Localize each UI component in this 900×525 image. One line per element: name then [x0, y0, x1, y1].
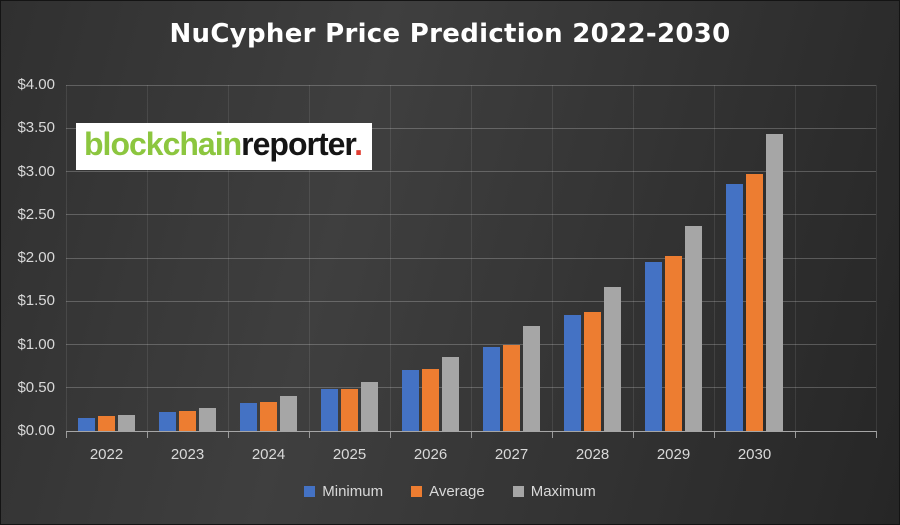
maximum-bar-2028	[604, 287, 621, 431]
y-tick-label: $3.00	[17, 162, 55, 180]
minimum-bar-2026	[402, 369, 419, 431]
legend-swatch-average	[411, 486, 423, 497]
x-axis-label: 2030	[737, 446, 772, 463]
logo-dot: .	[354, 126, 363, 162]
gridline-h	[66, 127, 876, 129]
maximum-bar-2026	[442, 357, 459, 431]
legend-item-maximum: Maximum	[512, 483, 596, 500]
y-tick-label: $2.00	[17, 249, 55, 266]
gridline-h	[66, 257, 876, 259]
gridline-h	[66, 171, 876, 172]
minimum-bar-2028	[564, 315, 581, 431]
x-axis-tick	[309, 431, 310, 438]
minimum-bar-2023	[159, 411, 176, 431]
gridline-v	[471, 85, 472, 431]
legend-swatch-maximum	[512, 486, 524, 497]
gridline-h	[66, 84, 876, 86]
x-axis-tick	[876, 431, 877, 438]
maximum-bar-2023	[199, 407, 216, 431]
minimum-bar-2025	[321, 389, 338, 431]
x-axis-label: 2024	[251, 446, 286, 463]
legend-label-maximum: Maximum	[530, 483, 596, 500]
gridline-v	[309, 85, 310, 431]
gridline-h	[66, 387, 876, 389]
y-tick-label: $1.50	[17, 292, 55, 310]
y-tick-label: $3.50	[17, 119, 55, 137]
minimum-bar-2030	[726, 183, 743, 431]
gridline-v	[390, 85, 391, 431]
chart-title: NuCypher Price Prediction 2022-2030	[169, 19, 731, 49]
gridline-h	[66, 214, 876, 216]
x-axis-tick	[471, 431, 472, 438]
maximum-bar-2029	[685, 225, 702, 431]
gridline-v	[552, 85, 553, 431]
x-axis-tick	[633, 431, 634, 438]
x-axis-label: 2029	[656, 446, 691, 463]
average-bar-2022	[98, 416, 115, 431]
y-tick-label: $2.50	[17, 205, 55, 223]
average-bar-2023	[179, 411, 196, 431]
average-bar-2024	[260, 401, 277, 431]
x-axis-label: 2028	[575, 446, 610, 463]
legend-item-average: Average	[411, 483, 485, 500]
y-tick-label: $1.00	[17, 335, 55, 353]
gridline-h	[66, 300, 876, 302]
x-axis-label: 2026	[413, 446, 448, 463]
x-axis-tick	[714, 431, 715, 438]
x-axis-tick	[795, 431, 796, 438]
logo-text-blockchain: blockchain	[84, 126, 242, 162]
average-bar-2026	[422, 368, 439, 431]
gridline-v	[876, 85, 877, 431]
x-axis-label: 2023	[170, 446, 205, 463]
legend-swatch-minimum	[304, 486, 316, 497]
maximum-bar-2024	[280, 396, 297, 431]
gridline-v	[228, 85, 229, 431]
legend-item-minimum: Minimum	[304, 483, 383, 500]
maximum-bar-2030	[766, 134, 783, 431]
average-bar-2028	[584, 311, 601, 431]
gridline-v	[795, 85, 796, 431]
x-axis-label: 2027	[494, 446, 529, 463]
gridline-h	[66, 344, 876, 345]
average-bar-2029	[665, 256, 682, 431]
y-tick-label: $0.00	[17, 422, 55, 439]
legend: Minimum Average Maximum	[1, 483, 899, 500]
x-axis-label: 2022	[89, 446, 124, 463]
gridline-v	[66, 85, 67, 431]
y-tick-label: $4.00	[17, 76, 55, 93]
legend-label-average: Average	[429, 483, 485, 500]
maximum-bar-2022	[118, 415, 135, 431]
x-axis-tick	[390, 431, 391, 438]
x-axis-tick	[147, 431, 148, 438]
gridline-v	[633, 85, 634, 431]
logo-text-reporter: reporter	[241, 126, 355, 162]
legend-label-minimum: Minimum	[322, 483, 384, 500]
maximum-bar-2027	[523, 326, 540, 431]
minimum-bar-2029	[645, 262, 662, 431]
average-bar-2027	[503, 344, 520, 431]
x-axis-tick	[228, 431, 229, 438]
x-axis-tick	[66, 431, 67, 438]
gridline-v	[714, 85, 715, 431]
gridline-v	[147, 85, 148, 431]
y-tick-label: $0.50	[17, 378, 55, 396]
minimum-bar-2022	[78, 418, 95, 431]
x-axis-label: 2025	[332, 446, 367, 463]
x-axis-tick	[552, 431, 553, 438]
x-axis-line	[66, 431, 876, 432]
minimum-bar-2024	[240, 403, 257, 431]
maximum-bar-2025	[361, 381, 378, 431]
average-bar-2030	[746, 174, 763, 431]
average-bar-2025	[341, 388, 358, 431]
minimum-bar-2027	[483, 347, 500, 431]
blockchainreporter-logo: blockchainreporter.	[76, 123, 372, 170]
